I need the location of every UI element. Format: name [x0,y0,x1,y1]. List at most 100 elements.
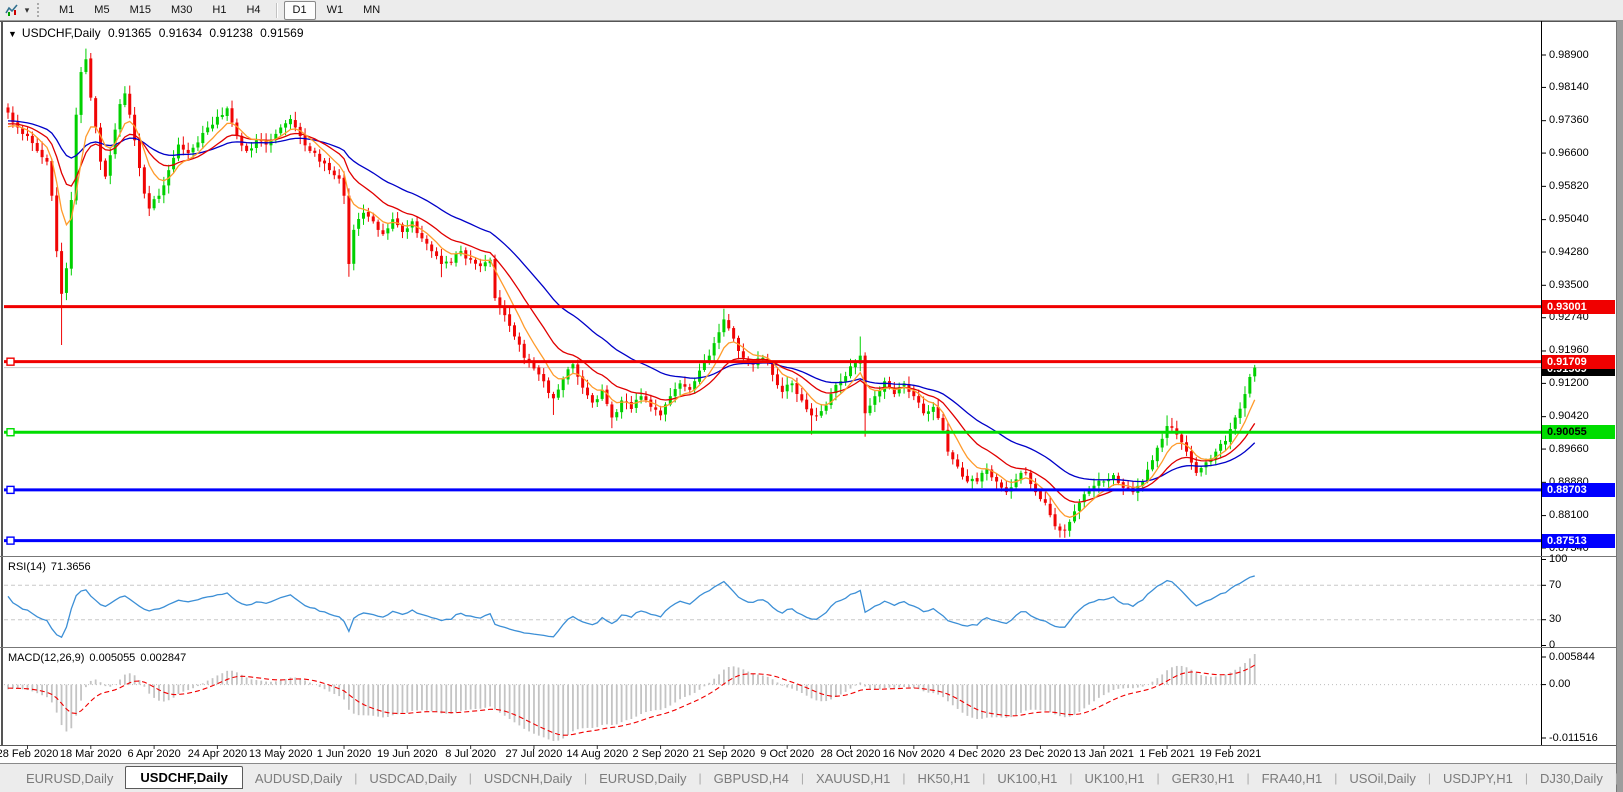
candle-body [707,355,711,363]
chart-tab-hk50-h1[interactable]: HK50,H1 [917,770,971,786]
chart-tab-xauusd-h1[interactable]: XAUUSD,H1 [815,770,891,786]
candle-body [1092,485,1096,489]
candle-body [142,167,146,194]
candle-body [118,104,122,130]
candle-body [469,258,473,260]
candle-body [381,230,385,235]
candle-body [732,328,736,339]
line-drag-handle[interactable] [6,485,15,495]
candle-body [400,224,404,232]
candle-body [551,393,555,399]
toolbar-drag-handle[interactable] [37,3,43,17]
candle-body [785,384,789,392]
line-drag-handle[interactable] [6,357,15,366]
candle-body [790,383,794,386]
line-drag-handle[interactable] [6,536,15,545]
candle-body [366,211,370,217]
candle-body [211,124,215,129]
candle-body [1214,451,1218,459]
candle-body [103,160,107,177]
dropdown-caret-icon[interactable]: ▾ [24,4,30,15]
candle-body [308,146,312,151]
candle-body [688,387,692,390]
tab-separator: | [698,771,702,785]
candle-body [1146,469,1150,482]
chart-canvas[interactable] [0,21,1623,763]
chart-tab-china300-h1[interactable]: CHINA300,H1 [1618,767,1623,790]
timeframe-button-m1[interactable]: M1 [59,3,75,16]
timeframe-button-mn[interactable]: MN [363,3,381,16]
line-drag-handle[interactable] [6,428,15,437]
candle-body [761,357,765,360]
chart-tab-dj30-daily[interactable]: DJ30,Daily [1539,770,1603,786]
candle-body [999,482,1003,488]
chart-tab-eurusd-daily[interactable]: EURUSD,Daily [599,770,687,786]
candle-body [571,364,575,369]
candle-body [805,399,809,410]
candle-body [84,59,88,72]
timeframe-button-m5[interactable]: M5 [94,3,110,16]
chart-tool-icon[interactable] [3,2,21,18]
timeframe-button-h1[interactable]: H1 [212,3,227,16]
timeframe-button-m15[interactable]: M15 [129,3,151,16]
chart-tab-usdcnh-daily[interactable]: USDCNH,Daily [483,770,573,786]
chart-tab-usdjpy-h1[interactable]: USDJPY,H1 [1443,770,1513,786]
candle-body [712,343,716,356]
chart-tab-audusd-daily[interactable]: AUDUSD,Daily [254,770,343,786]
candle-body [94,98,98,128]
chart-tab-fra40-h1[interactable]: FRA40,H1 [1261,770,1323,786]
tab-separator: | [982,771,986,785]
candle-body [912,391,916,397]
tab-separator: | [1069,771,1073,785]
chart-tab-uk100-h1[interactable]: UK100,H1 [1084,770,1145,786]
chart-tab-usdchf-daily[interactable]: USDCHF,Daily [125,766,243,789]
macd-value-signal: 0.002847 [140,652,187,664]
chart-tab-usoil-daily[interactable]: USOil,Daily [1349,770,1416,786]
tab-separator: | [1156,771,1160,785]
price-axis[interactable] [1542,21,1616,745]
candle-body [1150,460,1154,470]
timeframe-button-m30[interactable]: M30 [170,3,193,16]
candle-body [279,127,283,134]
candle-body [654,407,658,410]
chart-tab-ger30-h1[interactable]: GER30,H1 [1171,770,1235,786]
timeframe-button-d1[interactable]: D1 [283,0,316,20]
candle-body [386,228,390,234]
candle-body [522,343,526,358]
candle-body [215,116,219,125]
candle-body [1111,475,1115,480]
candle-body [1170,426,1174,428]
chart-tabs: EURUSD,Daily USDCHF,Daily AUDUSD,Daily | USD… [14,766,1623,790]
candle-body [605,389,609,404]
candle-body [985,468,989,474]
chart-tab-eurusd-daily[interactable]: EURUSD,Daily [26,770,114,786]
candle-body [537,367,541,375]
candle-body [639,396,643,400]
macd-signal-line [7,664,1255,736]
chart-menu-icon[interactable]: ▼ [8,29,17,39]
candle-body [30,135,34,144]
chart-tab-usdcad-daily[interactable]: USDCAD,Daily [369,770,457,786]
timeframe-button-h4[interactable]: H4 [246,3,261,16]
timeframe-button-w1[interactable]: W1 [326,3,344,16]
candle-body [313,150,317,153]
chart-tab-uk100-h1[interactable]: UK100,H1 [997,770,1058,786]
candle-body [137,139,141,169]
candle-body [834,384,838,394]
candle-body [858,355,862,364]
candle-body [1228,429,1232,442]
toolbar: ▾ M1 M5 M15 M30 H1 H4 D1 W1 MN [0,0,1623,21]
candle-body [235,122,239,137]
time-axis[interactable] [4,746,1541,763]
candle-body [849,366,853,377]
candle-body [40,149,44,158]
candle-body [444,261,448,264]
tab-separator: | [468,771,472,785]
chart-symbol: USDCHF,Daily [21,26,101,40]
candle-body [800,394,804,401]
window-edge [1616,21,1623,792]
candle-body [878,390,882,397]
macd-label: MACD(12,26,9) 0.005055 0.002847 [8,652,191,664]
chart-tab-gbpusd-h4[interactable]: GBPUSD,H4 [713,770,789,786]
candle-body [1034,483,1038,493]
